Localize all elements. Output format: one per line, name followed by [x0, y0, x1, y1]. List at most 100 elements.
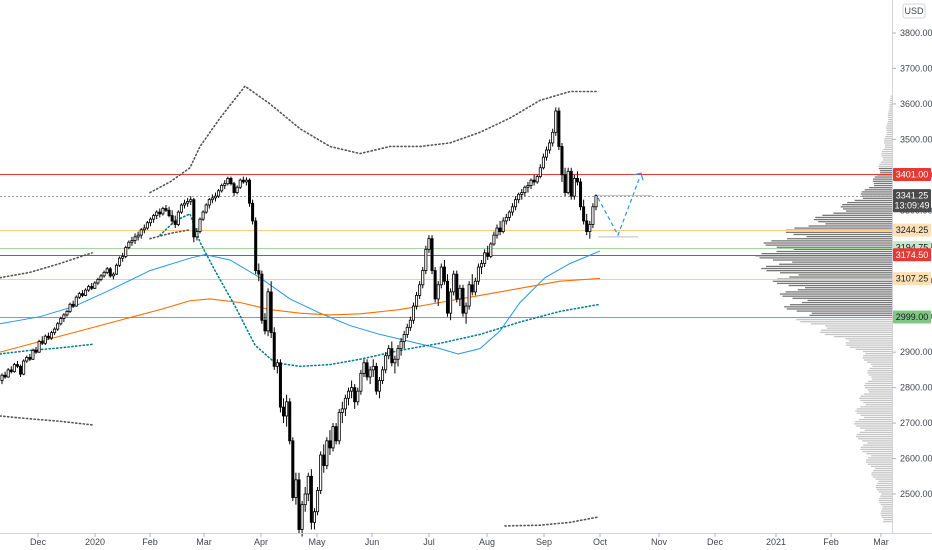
volume-profile-bar: [864, 384, 892, 387]
volume-profile-bar: [782, 295, 892, 297]
volume-profile-bar: [878, 499, 892, 502]
candle-body: [483, 252, 487, 264]
volume-profile-bar: [820, 329, 892, 331]
candle-body: [476, 266, 480, 282]
volume-profile-bar: [884, 140, 892, 142]
candle-body: [303, 493, 307, 506]
volume-profile-bar: [860, 414, 892, 416]
candle-body: [418, 284, 422, 296]
candle-body: [399, 341, 403, 350]
grey-dotted-band-bottom: [504, 516, 599, 527]
candle-body: [582, 206, 586, 222]
volume-profile-bar: [860, 446, 892, 448]
candle-body: [538, 167, 542, 178]
volume-profile-bar: [881, 516, 892, 519]
candle-body: [316, 490, 320, 513]
candle-body: [526, 185, 530, 188]
candle-body: [118, 257, 122, 266]
volume-profile-bar: [813, 218, 892, 221]
candle-body: [127, 241, 131, 248]
candle-body: [529, 179, 533, 186]
volume-profile-bar: [859, 397, 892, 399]
price-label-text: 3194.75: [896, 243, 929, 253]
volume-profile-bar: [862, 350, 892, 353]
candle-body: [155, 211, 159, 217]
volume-profile-bar: [889, 104, 892, 106]
candle-body: [229, 177, 233, 185]
volume-profile-bar: [862, 440, 892, 442]
volume-profile-bar: [883, 148, 892, 151]
volume-profile-bar: [874, 184, 892, 187]
volume-profile-bar: [840, 206, 892, 208]
candle-body: [365, 362, 369, 378]
candle-body: [15, 364, 19, 367]
candle-body: [192, 199, 196, 238]
volume-profile-bar: [867, 463, 892, 465]
volume-profile-bar: [884, 146, 892, 148]
candle-body: [439, 266, 443, 286]
volume-profile-bar: [761, 267, 892, 270]
candle-body: [535, 176, 539, 183]
volume-profile-bar: [860, 448, 892, 451]
moving-average-blue: [0, 250, 601, 355]
volume-profile-bar: [871, 363, 892, 365]
candle-body: [520, 192, 524, 195]
volume-profile-bar: [797, 289, 892, 291]
volume-profile-bar: [879, 497, 892, 499]
volume-profile-bar: [792, 297, 892, 299]
candle-body: [77, 293, 81, 298]
volume-profile-bar: [886, 125, 892, 127]
candle-body: [142, 227, 146, 231]
candle-body: [183, 202, 187, 206]
candle-body: [501, 220, 505, 232]
volume-profile-bar: [779, 263, 892, 265]
candle-body: [421, 270, 425, 286]
time-tick-label: 2021: [766, 537, 786, 547]
price-label-text: 3107.25: [896, 274, 929, 284]
volume-profile-bar: [890, 95, 892, 97]
volume-profile-bar: [808, 225, 892, 227]
volume-profile-bar: [854, 423, 892, 425]
candle-body: [551, 131, 555, 144]
price-tick-label: 3500.00: [900, 134, 932, 144]
volume-profile-bar: [863, 444, 892, 446]
volume-profile-bar: [862, 450, 892, 453]
time-tick-label: May: [308, 537, 326, 547]
candle-body: [294, 479, 298, 498]
volume-profile-bar: [794, 227, 892, 229]
price-label-text: 3401.00: [896, 169, 929, 179]
volume-profile-bar: [765, 244, 892, 246]
candle-body: [164, 208, 168, 211]
candle-body: [158, 211, 162, 215]
volume-profile-bar: [779, 293, 892, 295]
volume-profile-bar: [805, 287, 892, 289]
candle-body: [486, 252, 490, 257]
candle-body: [176, 211, 180, 225]
volume-profile-bar: [871, 465, 892, 468]
price-tick-label: 2600.00: [900, 454, 932, 464]
volume-profile-bar: [792, 261, 892, 263]
candle-body: [56, 323, 60, 330]
volume-profile-bar: [871, 455, 892, 457]
candle-body: [40, 341, 44, 344]
volume-profile-bar: [873, 470, 892, 472]
candle-body: [68, 303, 72, 312]
volume-profile-bar: [872, 365, 892, 368]
volume-profile-bar: [785, 231, 892, 234]
volume-profile-bar: [864, 189, 892, 191]
volume-profile-bar: [856, 408, 892, 410]
volume-profile-bar: [860, 427, 892, 429]
teal-dotted-band-early: [0, 343, 93, 355]
volume-profile-bar: [833, 212, 892, 214]
volume-profile-bar: [873, 178, 892, 180]
candle-body: [544, 149, 549, 158]
volume-profile-bar: [796, 310, 892, 312]
projection-path: [597, 172, 652, 238]
currency-badge[interactable]: USD: [902, 3, 926, 19]
candle-body: [108, 268, 112, 277]
candle-body: [170, 215, 174, 222]
candle-body: [0, 374, 4, 381]
candle-body: [371, 365, 375, 371]
volume-profile-bar: [776, 246, 892, 248]
candle-body: [384, 355, 388, 371]
